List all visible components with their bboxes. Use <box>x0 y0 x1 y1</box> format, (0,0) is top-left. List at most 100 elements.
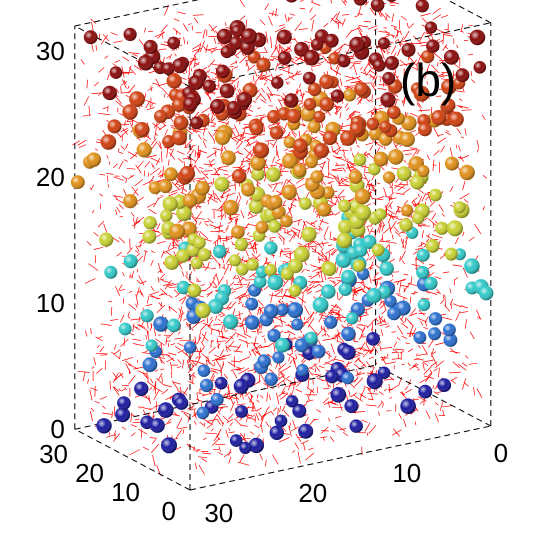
particle-sphere <box>299 197 312 210</box>
particle-sphere <box>370 0 385 12</box>
particle-sphere <box>338 199 351 213</box>
particle-sphere <box>193 236 206 249</box>
particle-sphere <box>283 136 296 149</box>
particle-sphere <box>401 204 414 217</box>
particle-sphere <box>150 418 165 433</box>
particle-sphere <box>70 175 85 190</box>
particle-sphere <box>287 302 303 319</box>
particle-sphere <box>264 372 278 386</box>
particle-sphere <box>255 220 269 234</box>
particle-sphere <box>349 419 363 433</box>
particle-sphere <box>267 274 284 291</box>
particle-sphere <box>368 162 381 176</box>
particle-sphere <box>444 247 458 261</box>
particle-sphere <box>142 357 158 373</box>
particle-sphere <box>418 384 433 399</box>
particle-sphere <box>272 351 285 364</box>
particle-sphere <box>234 237 248 251</box>
particle-sphere <box>190 257 203 270</box>
particle-sphere <box>321 186 335 200</box>
particle-sphere <box>410 174 425 190</box>
particle-sphere <box>349 36 365 53</box>
particle-sphere <box>340 345 356 360</box>
particle-sphere <box>183 96 198 112</box>
particle-sphere <box>325 369 339 384</box>
particle-sphere <box>176 249 190 263</box>
particle-sphere <box>341 326 356 342</box>
particle-sphere <box>444 156 459 171</box>
particle-sphere <box>282 153 298 169</box>
particle-sphere <box>161 62 175 75</box>
particle-sphere <box>401 115 417 131</box>
particle-sphere <box>428 312 443 326</box>
particle-sphere <box>322 261 337 277</box>
particle-sphere <box>104 265 118 279</box>
particle-sphere <box>312 297 329 313</box>
particle-sphere <box>453 201 466 214</box>
particle-sphere <box>294 41 309 57</box>
particle-sphere <box>447 220 463 237</box>
particle-sphere <box>386 0 397 2</box>
particle-sphere <box>335 252 352 268</box>
particle-sphere <box>310 170 324 184</box>
particle-sphere <box>195 302 211 319</box>
particle-sphere <box>379 120 392 133</box>
particle-sphere <box>473 61 487 74</box>
particle-sphere <box>340 130 356 146</box>
particle-sphere <box>214 176 230 192</box>
particle-sphere <box>373 151 389 167</box>
particle-sphere <box>353 153 367 167</box>
particle-sphere <box>292 163 307 178</box>
particle-sphere <box>431 110 447 126</box>
particle-sphere <box>382 71 396 85</box>
particle-sphere <box>100 134 117 150</box>
particle-sphere <box>117 396 131 410</box>
particle-sphere <box>372 58 386 72</box>
particle-sphere <box>354 244 368 257</box>
particle-sphere <box>241 182 256 197</box>
particle-sphere <box>221 150 236 166</box>
particle-sphere <box>413 331 427 344</box>
particle-sphere <box>313 110 326 123</box>
particle-sphere <box>366 332 380 346</box>
particle-sphere <box>245 297 259 311</box>
particle-sphere <box>288 258 303 274</box>
box-edge <box>74 428 191 491</box>
particle-sphere <box>161 437 177 454</box>
particle-sphere <box>216 28 233 44</box>
particle-sphere <box>169 223 186 240</box>
particle-sphere <box>264 241 278 255</box>
particle-sphere <box>167 318 181 333</box>
x-tick-label: 20 <box>298 478 327 508</box>
particle-sphere <box>276 29 292 45</box>
particle-sphere <box>377 366 391 380</box>
particle-sphere <box>311 344 326 359</box>
particle-sphere <box>235 263 249 276</box>
particle-sphere <box>226 100 241 115</box>
particle-sphere <box>229 434 243 447</box>
particle-sphere <box>280 214 293 228</box>
particle-sphere <box>199 378 214 393</box>
particle-sphere <box>145 339 158 352</box>
particle-sphere <box>416 248 430 262</box>
particle-sphere <box>362 234 377 249</box>
particle-sphere <box>277 51 292 65</box>
particle-sphere <box>171 98 186 112</box>
particle-sphere <box>137 54 154 71</box>
particle-sphere <box>194 180 210 196</box>
particle-sphere <box>437 378 452 392</box>
particle-sphere <box>115 407 131 423</box>
particle-sphere <box>248 437 264 454</box>
particle-sphere <box>187 283 202 298</box>
particle-sphere <box>305 155 318 169</box>
particle-sphere <box>469 29 486 46</box>
particle-sphere <box>354 188 371 205</box>
particle-sphere <box>302 71 316 85</box>
particle-sphere <box>417 298 431 312</box>
particle-sphere <box>263 303 279 319</box>
particle-sphere <box>202 79 216 93</box>
particle-sphere <box>305 331 318 344</box>
particle-sphere <box>236 91 253 108</box>
particle-sphere <box>448 111 464 127</box>
